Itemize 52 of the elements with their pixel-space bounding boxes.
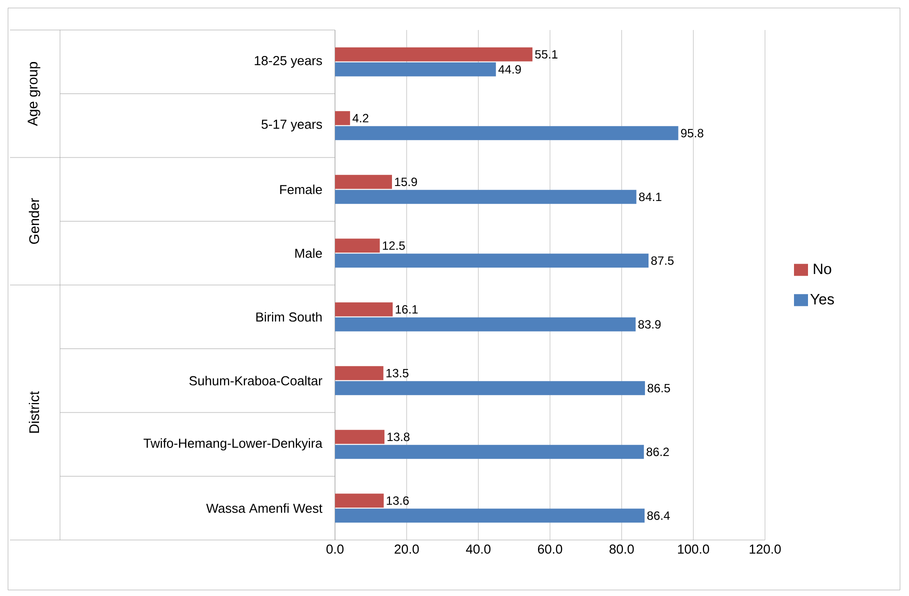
bar <box>335 508 645 523</box>
bar <box>335 254 649 268</box>
x-tick-label: 60.0 <box>538 544 562 554</box>
bar <box>335 381 645 396</box>
data-label: 4.2 <box>352 114 368 122</box>
data-label: 86.5 <box>648 384 670 392</box>
data-label: 84.1 <box>639 192 662 202</box>
bar <box>335 62 496 76</box>
data-label: 13.8 <box>388 432 410 442</box>
bar <box>335 302 393 316</box>
bar <box>335 126 678 140</box>
x-tick-label: 40.0 <box>466 544 490 554</box>
x-tick-label: 100.0 <box>678 544 710 554</box>
data-label: 13.5 <box>386 368 408 378</box>
data-label: 13.6 <box>386 496 409 505</box>
bar <box>335 444 644 459</box>
legend-label: No <box>814 264 832 274</box>
bar <box>335 47 532 62</box>
data-label: 12.5 <box>382 241 405 250</box>
data-label: 44.9 <box>498 65 521 74</box>
bar <box>335 238 380 253</box>
bar <box>335 430 384 444</box>
text: District <box>28 391 40 433</box>
legend-label: Yes <box>810 294 834 304</box>
data-label: 87.5 <box>651 256 674 265</box>
bar <box>335 317 636 332</box>
y-tick-label: Twifo-Hemang-Lower-Denkyira <box>144 438 322 450</box>
data-label: 86.2 <box>646 448 669 456</box>
y-tick-label: 5-17 years <box>262 120 322 132</box>
bar <box>335 111 350 126</box>
data-label: 55.1 <box>535 50 558 59</box>
data-label: 83.9 <box>638 320 661 329</box>
y-tick-label: Female <box>280 184 322 194</box>
data-label: 15.9 <box>395 178 417 186</box>
x-tick-label: 0.0 <box>326 544 344 554</box>
y-tick-label: Male <box>295 248 322 258</box>
data-label: 95.8 <box>681 128 704 138</box>
bar <box>335 174 392 189</box>
bar <box>335 190 636 204</box>
x-tick-label: 120.0 <box>750 544 781 554</box>
data-label: 16.1 <box>396 305 418 314</box>
y-tick-label: 18-25 years <box>254 56 322 68</box>
x-tick-label: 80.0 <box>610 544 634 554</box>
data-label: 86.4 <box>647 511 670 520</box>
bar <box>335 366 384 380</box>
y-tick-label: Suhum-Kraboa-Coaltar <box>189 376 322 386</box>
x-tick-label: 20.0 <box>394 544 419 554</box>
text: Gender <box>28 198 40 244</box>
y-tick-label: Birim South <box>256 312 322 322</box>
bar <box>335 494 384 508</box>
text: Age group <box>28 62 40 126</box>
y-tick-label: Wassa Amenfi West <box>206 503 322 513</box>
